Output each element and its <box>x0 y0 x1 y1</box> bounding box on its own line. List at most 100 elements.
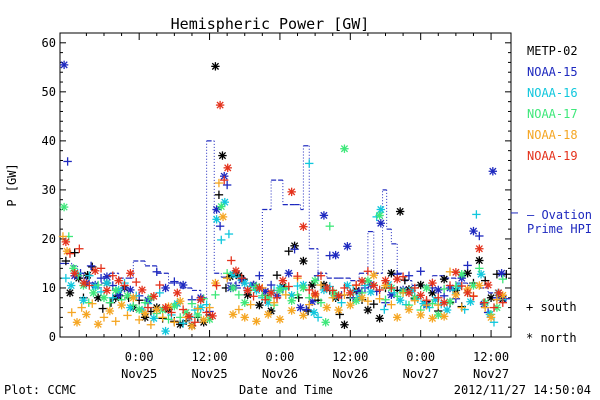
data-point-noaa-19 <box>469 292 478 301</box>
x-tick-date-label: Nov25 <box>121 367 157 381</box>
data-point-noaa-19 <box>346 288 355 298</box>
data-point-noaa-16 <box>313 313 323 322</box>
data-point-noaa-18 <box>218 212 228 222</box>
data-point-noaa-17 <box>59 202 69 212</box>
legend: METP-02 NOAA-15 NOAA-16 NOAA-17 NOAA-18 NOAA-… <box>511 44 592 236</box>
data-point-noaa-18 <box>82 310 91 319</box>
data-point-noaa-18 <box>93 320 103 329</box>
data-point-noaa-17 <box>422 283 431 293</box>
data-point-noaa-18 <box>222 273 232 283</box>
data-point-noaa-17 <box>393 292 402 301</box>
data-point-noaa-17 <box>381 295 390 304</box>
data-point-noaa-15 <box>266 280 276 290</box>
data-point-noaa-18 <box>67 308 76 317</box>
data-point-noaa-19 <box>161 303 170 312</box>
data-point-metp-02 <box>299 256 308 266</box>
data-point-noaa-19 <box>196 295 205 304</box>
data-point-noaa-17 <box>93 280 103 290</box>
y-tick-label: 60 <box>42 36 56 50</box>
hpi-legend-line2: Prime HPI <box>527 222 592 236</box>
data-point-noaa-18 <box>305 300 314 309</box>
data-point-noaa-15 <box>488 167 498 176</box>
data-point-noaa-19 <box>299 222 308 231</box>
data-point-noaa-17 <box>228 283 238 293</box>
data-point-noaa-18 <box>322 303 332 312</box>
data-point-noaa-15 <box>404 271 414 280</box>
data-point-metp-02 <box>65 288 75 298</box>
data-point-noaa-19 <box>328 286 337 295</box>
data-point-noaa-18 <box>404 305 414 314</box>
data-point-noaa-18 <box>451 290 461 300</box>
data-point-noaa-19 <box>316 271 326 280</box>
data-point-noaa-19 <box>255 283 264 293</box>
data-point-noaa-19 <box>439 298 449 307</box>
data-point-noaa-18 <box>199 315 208 325</box>
x-tick-time-label: 12:00 <box>473 350 509 364</box>
data-point-noaa-19 <box>149 292 159 301</box>
data-point-noaa-17 <box>351 296 361 305</box>
data-point-noaa-18 <box>486 313 496 322</box>
data-point-noaa-18 <box>252 317 261 326</box>
data-point-noaa-18 <box>228 310 238 319</box>
data-point-noaa-19 <box>351 280 361 290</box>
data-point-noaa-18 <box>393 313 402 322</box>
data-point-noaa-15 <box>59 60 69 70</box>
data-point-noaa-18 <box>117 300 126 310</box>
data-point-noaa-19 <box>479 298 489 307</box>
data-point-noaa-19 <box>266 288 276 298</box>
data-point-noaa-17 <box>187 299 197 308</box>
y-axis-label: P [GW] <box>5 163 19 206</box>
data-point-noaa-17 <box>340 144 349 153</box>
y-tick-label: 10 <box>42 281 56 295</box>
data-point-noaa-19 <box>202 308 211 317</box>
data-point-noaa-19 <box>137 285 147 295</box>
data-point-noaa-16 <box>305 159 314 168</box>
data-point-noaa-19 <box>102 286 112 295</box>
data-point-noaa-17 <box>299 283 308 293</box>
data-point-noaa-15 <box>255 271 264 280</box>
data-point-noaa-15 <box>96 273 106 283</box>
data-point-noaa-15 <box>63 157 72 166</box>
data-point-noaa-18 <box>170 318 179 327</box>
data-point-noaa-17 <box>310 276 320 285</box>
data-point-noaa-18 <box>105 306 115 316</box>
data-point-noaa-18 <box>457 303 466 312</box>
data-point-metp-02 <box>272 271 282 280</box>
data-point-noaa-19 <box>475 244 484 253</box>
data-point-noaa-19 <box>120 281 129 290</box>
data-point-noaa-16 <box>224 229 234 239</box>
data-point-noaa-19 <box>293 272 302 281</box>
data-point-noaa-19 <box>451 268 461 277</box>
data-point-noaa-19 <box>237 273 247 283</box>
data-point-noaa-19 <box>305 285 314 295</box>
data-point-noaa-18 <box>240 313 249 322</box>
data-point-noaa-16 <box>178 319 188 328</box>
data-point-noaa-19 <box>212 281 221 290</box>
data-point-noaa-18 <box>275 315 285 324</box>
data-point-noaa-15 <box>212 205 221 214</box>
data-point-metp-02 <box>387 269 396 278</box>
data-point-noaa-18 <box>299 311 308 320</box>
data-point-noaa-16 <box>472 210 481 219</box>
data-point-metp-02 <box>363 305 373 315</box>
data-point-noaa-16 <box>79 296 88 305</box>
data-point-noaa-18 <box>77 303 86 312</box>
data-point-noaa-16 <box>102 278 112 288</box>
data-point-noaa-17 <box>129 300 138 310</box>
x-tick-time-label: 0:00 <box>125 350 154 364</box>
x-tick-date-label: Nov25 <box>191 367 227 381</box>
data-point-noaa-19 <box>498 298 507 307</box>
data-point-noaa-16 <box>61 273 71 283</box>
data-point-noaa-19 <box>363 267 373 276</box>
south-marker-legend: + south <box>526 300 577 314</box>
data-point-noaa-19 <box>369 281 378 290</box>
data-point-noaa-17 <box>234 290 244 300</box>
data-point-noaa-16 <box>108 293 117 302</box>
data-point-noaa-16 <box>85 271 94 280</box>
data-point-noaa-15 <box>215 221 225 231</box>
data-point-noaa-19 <box>126 269 135 278</box>
data-point-noaa-16 <box>217 235 226 245</box>
data-point-noaa-17 <box>140 298 150 307</box>
chart-title: Hemispheric Power [GW] <box>171 15 370 33</box>
